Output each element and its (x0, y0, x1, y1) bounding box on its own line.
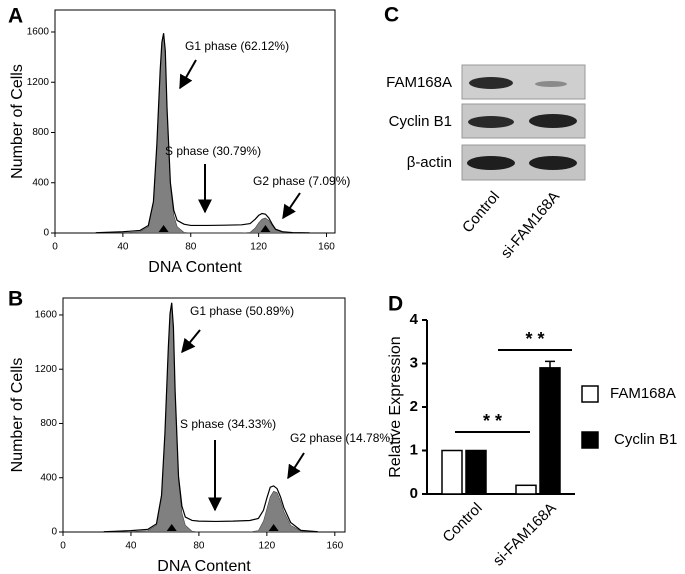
y-tick-label: 1200 (35, 364, 58, 375)
significance-label: * * (483, 411, 502, 431)
x-tick-label: si-FAM168A (490, 500, 560, 570)
blot-band (468, 116, 514, 128)
annotation: G2 phase (7.09%) (253, 174, 350, 188)
column-label: Control (459, 188, 503, 236)
bar (465, 449, 487, 495)
bar (515, 484, 537, 495)
y-tick-label: 800 (40, 418, 57, 429)
y-axis-title: Number of Cells (9, 64, 26, 179)
panel-label: C (384, 4, 399, 27)
y-tick-label: 1 (410, 441, 418, 458)
y-tick-label: 1200 (27, 77, 50, 88)
x-tick-label: 0 (60, 541, 66, 552)
x-axis-title: DNA Content (148, 259, 242, 276)
x-tick-label: 160 (326, 541, 343, 552)
peak-marker (260, 225, 271, 232)
y-tick-label: 2 (410, 398, 418, 415)
annotation-arrow (181, 329, 201, 354)
legend-swatch (581, 431, 599, 449)
annotation: G1 phase (62.12%) (185, 39, 289, 53)
x-tick-label: Control (439, 500, 485, 546)
x-tick-label: 120 (250, 242, 267, 253)
row-label: β-actin (407, 154, 452, 171)
histogram-line (103, 302, 318, 533)
histogram-area (95, 34, 310, 234)
annotation: S phase (34.33%) (180, 417, 276, 431)
peak-marker (166, 524, 177, 531)
y-tick-label: 3 (410, 354, 418, 371)
bar (441, 449, 463, 495)
y-tick-label: 4 (410, 311, 419, 328)
blot-band (529, 114, 577, 128)
annotation-arrow (287, 452, 305, 480)
column-label: si-FAM168A (498, 188, 564, 262)
bar (539, 367, 561, 495)
panel-label: B (8, 288, 23, 311)
blot-band (469, 77, 513, 89)
y-tick-label: 400 (32, 177, 49, 188)
x-tick-label: 80 (193, 541, 205, 552)
x-axis-title: DNA Content (157, 558, 251, 574)
legend-label: FAM168A (610, 385, 676, 402)
x-tick-label: 120 (259, 541, 276, 552)
x-tick-label: 40 (125, 541, 137, 552)
significance-label: * * (525, 329, 544, 349)
legend-label: Cyclin B1 (614, 431, 677, 448)
y-tick-label: 400 (40, 472, 57, 483)
annotation-arrow (179, 59, 197, 90)
panel-label: A (8, 5, 23, 28)
row-label: Cyclin B1 (389, 113, 452, 130)
error-bar (545, 360, 555, 368)
annotation: G2 phase (14.78%) (290, 431, 394, 445)
legend-swatch (581, 385, 599, 403)
y-tick-label: 800 (32, 127, 49, 138)
annotation: G1 phase (50.89%) (190, 304, 294, 318)
y-axis-title: Number of Cells (9, 358, 26, 473)
y-tick-label: 0 (410, 485, 418, 502)
peak-marker (268, 524, 279, 531)
histogram-line (95, 33, 310, 234)
annotation: S phase (30.79%) (165, 144, 261, 158)
y-tick-label: 0 (51, 527, 57, 538)
annotation-arrow (282, 192, 301, 220)
y-tick-label: 1600 (35, 310, 58, 321)
row-label: FAM168A (386, 74, 452, 91)
y-axis-title: Relative Expression (387, 336, 404, 477)
blot-band (529, 156, 577, 170)
blot-band (467, 156, 515, 170)
x-tick-label: 40 (117, 242, 129, 253)
x-tick-label: 80 (185, 242, 197, 253)
y-tick-label: 1600 (27, 27, 50, 38)
peak-marker (158, 225, 169, 232)
x-tick-label: 0 (52, 242, 58, 253)
panel-label: D (388, 293, 403, 316)
blot-band (535, 81, 567, 87)
x-tick-label: 160 (318, 242, 335, 253)
y-tick-label: 0 (43, 228, 49, 239)
plot-frame (62, 297, 346, 533)
